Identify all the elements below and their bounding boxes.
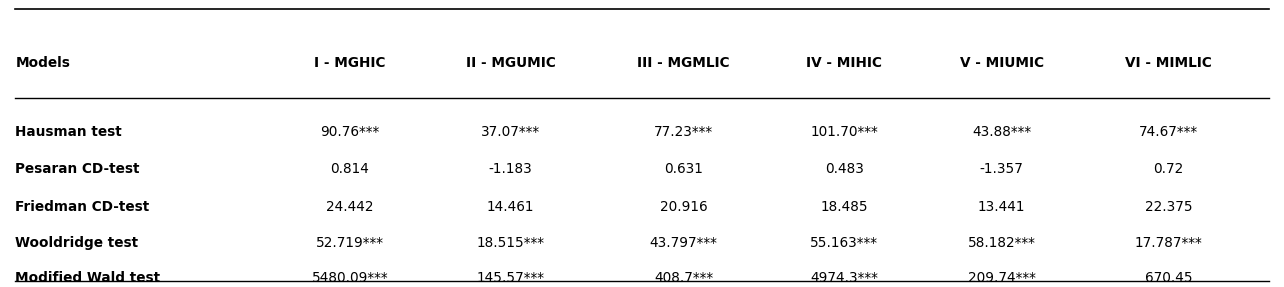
Text: 55.163***: 55.163*** <box>810 236 878 249</box>
Text: I - MGHIC: I - MGHIC <box>315 56 385 70</box>
Text: 77.23***: 77.23*** <box>654 125 714 139</box>
Text: Friedman CD-test: Friedman CD-test <box>15 200 150 214</box>
Text: 0.814: 0.814 <box>330 162 370 176</box>
Text: 43.88***: 43.88*** <box>972 125 1031 139</box>
Text: 37.07***: 37.07*** <box>480 125 541 139</box>
Text: V - MIUMIC: V - MIUMIC <box>959 56 1044 70</box>
Text: 0.72: 0.72 <box>1153 162 1184 176</box>
Text: 22.375: 22.375 <box>1144 200 1193 214</box>
Text: 18.485: 18.485 <box>820 200 868 214</box>
Text: Modified Wald test: Modified Wald test <box>15 272 160 285</box>
Text: 90.76***: 90.76*** <box>320 125 380 139</box>
Text: III - MGMLIC: III - MGMLIC <box>637 56 731 70</box>
Text: 13.441: 13.441 <box>978 200 1025 214</box>
Text: 14.461: 14.461 <box>487 200 534 214</box>
Text: 20.916: 20.916 <box>660 200 707 214</box>
Text: Hausman test: Hausman test <box>15 125 122 139</box>
Text: -1.183: -1.183 <box>488 162 533 176</box>
Text: 52.719***: 52.719*** <box>316 236 384 249</box>
Text: 58.182***: 58.182*** <box>968 236 1035 249</box>
Text: Pesaran CD-test: Pesaran CD-test <box>15 162 140 176</box>
Text: 18.515***: 18.515*** <box>476 236 544 249</box>
Text: 43.797***: 43.797*** <box>650 236 718 249</box>
Text: VI - MIMLIC: VI - MIMLIC <box>1125 56 1212 70</box>
Text: -1.357: -1.357 <box>980 162 1023 176</box>
Text: 209.74***: 209.74*** <box>968 272 1035 285</box>
Text: 17.787***: 17.787*** <box>1135 236 1202 249</box>
Text: 408.7***: 408.7*** <box>654 272 714 285</box>
Text: 145.57***: 145.57*** <box>476 272 544 285</box>
Text: Models: Models <box>15 56 71 70</box>
Text: II - MGUMIC: II - MGUMIC <box>466 56 555 70</box>
Text: 24.442: 24.442 <box>326 200 374 214</box>
Text: 5480.09***: 5480.09*** <box>312 272 388 285</box>
Text: 0.631: 0.631 <box>664 162 704 176</box>
Text: 670.45: 670.45 <box>1144 272 1193 285</box>
Text: 74.67***: 74.67*** <box>1139 125 1198 139</box>
Text: 101.70***: 101.70*** <box>810 125 878 139</box>
Text: 0.483: 0.483 <box>824 162 864 176</box>
Text: 4974.3***: 4974.3*** <box>810 272 878 285</box>
Text: Wooldridge test: Wooldridge test <box>15 236 139 249</box>
Text: IV - MIHIC: IV - MIHIC <box>806 56 882 70</box>
